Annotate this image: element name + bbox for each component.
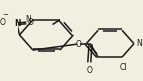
Text: N: N: [14, 19, 20, 28]
Text: O: O: [76, 40, 82, 49]
Text: N: N: [25, 15, 31, 24]
Text: O: O: [0, 18, 5, 27]
Text: O: O: [27, 18, 33, 27]
Text: −: −: [2, 12, 8, 18]
Text: Cl: Cl: [120, 64, 127, 72]
Text: O: O: [86, 66, 92, 75]
Text: N: N: [136, 39, 142, 48]
